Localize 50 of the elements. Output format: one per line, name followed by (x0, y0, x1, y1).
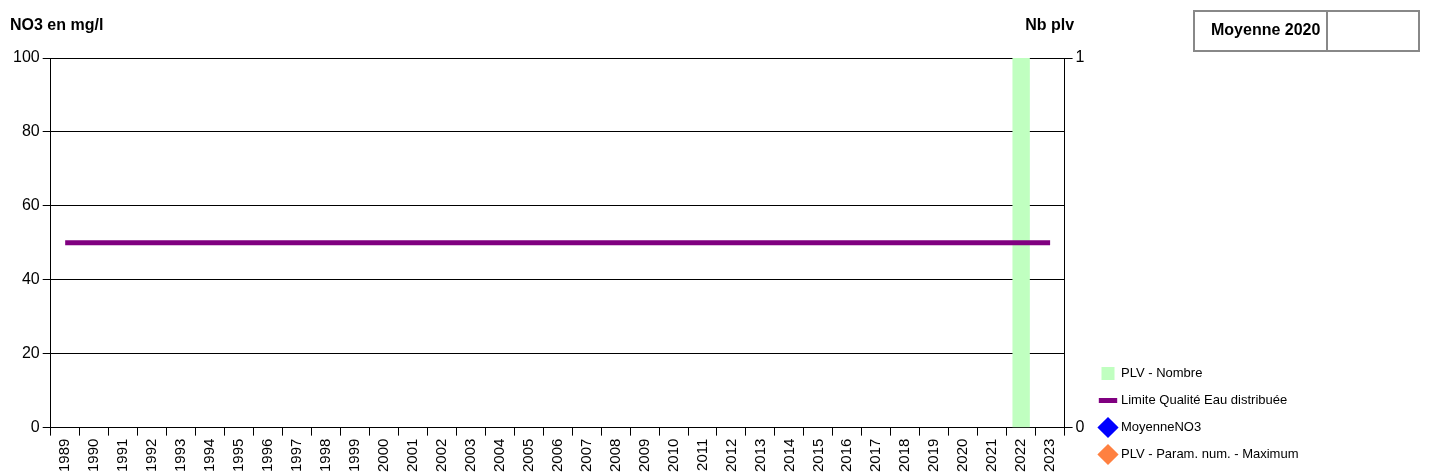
y-tick-label: 0 (30, 418, 40, 436)
x-tick-label: 2011 (692, 438, 710, 471)
x-tick-label: 2006 (547, 438, 565, 473)
x-tick-label: 2010 (663, 438, 681, 473)
x-tick-label: 1995 (229, 438, 247, 473)
x-tick-label: 2018 (895, 438, 913, 473)
legend-label: Limite Qualité Eau distribuée (1121, 392, 1288, 408)
x-tick-label: 2022 (1011, 438, 1029, 473)
y-tick-label: 60 (21, 196, 40, 214)
x-tick-label: 2015 (808, 438, 826, 473)
x-tick-label: 2016 (837, 438, 855, 473)
x-tick-label: 2014 (779, 438, 797, 473)
x-tick-label: 1998 (316, 438, 334, 473)
x-tick-label: 2017 (866, 438, 884, 473)
x-tick-label: 2000 (373, 438, 391, 473)
x-tick-label: 2013 (750, 438, 768, 473)
y2-axis-title: Nb plv (1025, 16, 1075, 34)
x-tick-label: 1990 (84, 438, 102, 473)
x-tick-label: 2012 (721, 438, 739, 473)
y2-tick-label: 1 (1075, 48, 1085, 66)
y-tick-label: 20 (21, 344, 40, 362)
x-tick-label: 2004 (489, 438, 507, 473)
x-tick-label: 2001 (402, 438, 420, 473)
x-tick-label: 1999 (345, 438, 363, 473)
y-tick-label: 40 (21, 270, 40, 288)
x-tick-label: 1993 (171, 438, 189, 473)
y-tick-label: 100 (12, 48, 40, 66)
x-tick-label: 2007 (576, 438, 594, 473)
y2-tick-label: 0 (1075, 418, 1085, 436)
legend-label: PLV - Nombre (1121, 365, 1203, 381)
x-tick-label: 1994 (200, 438, 218, 473)
x-tick-label: 1996 (258, 438, 276, 473)
x-tick-label: 1997 (287, 438, 305, 473)
y-tick-label: 80 (21, 122, 40, 140)
x-tick-label: 2003 (460, 438, 478, 473)
x-tick-label: 2008 (605, 438, 623, 473)
x-tick-label: 2009 (634, 438, 652, 473)
x-tick-label: 1992 (142, 438, 160, 473)
x-tick-label: 2021 (982, 438, 1000, 473)
legend-label: PLV - Param. num. - Maximum (1121, 446, 1299, 462)
legend-label: MoyenneNO3 (1121, 419, 1202, 435)
x-tick-label: 1989 (55, 438, 73, 473)
x-tick-label: 2020 (953, 438, 971, 473)
text: Moyenne 2020 (1195, 12, 1329, 50)
y-axis-title: NO3 en mg/l (10, 16, 104, 34)
x-tick-label: 2023 (1040, 438, 1058, 473)
x-tick-label: 1991 (113, 438, 131, 473)
x-tick-label: 2005 (518, 438, 536, 473)
x-tick-label: 2002 (431, 438, 449, 473)
x-tick-label: 2019 (924, 438, 942, 473)
